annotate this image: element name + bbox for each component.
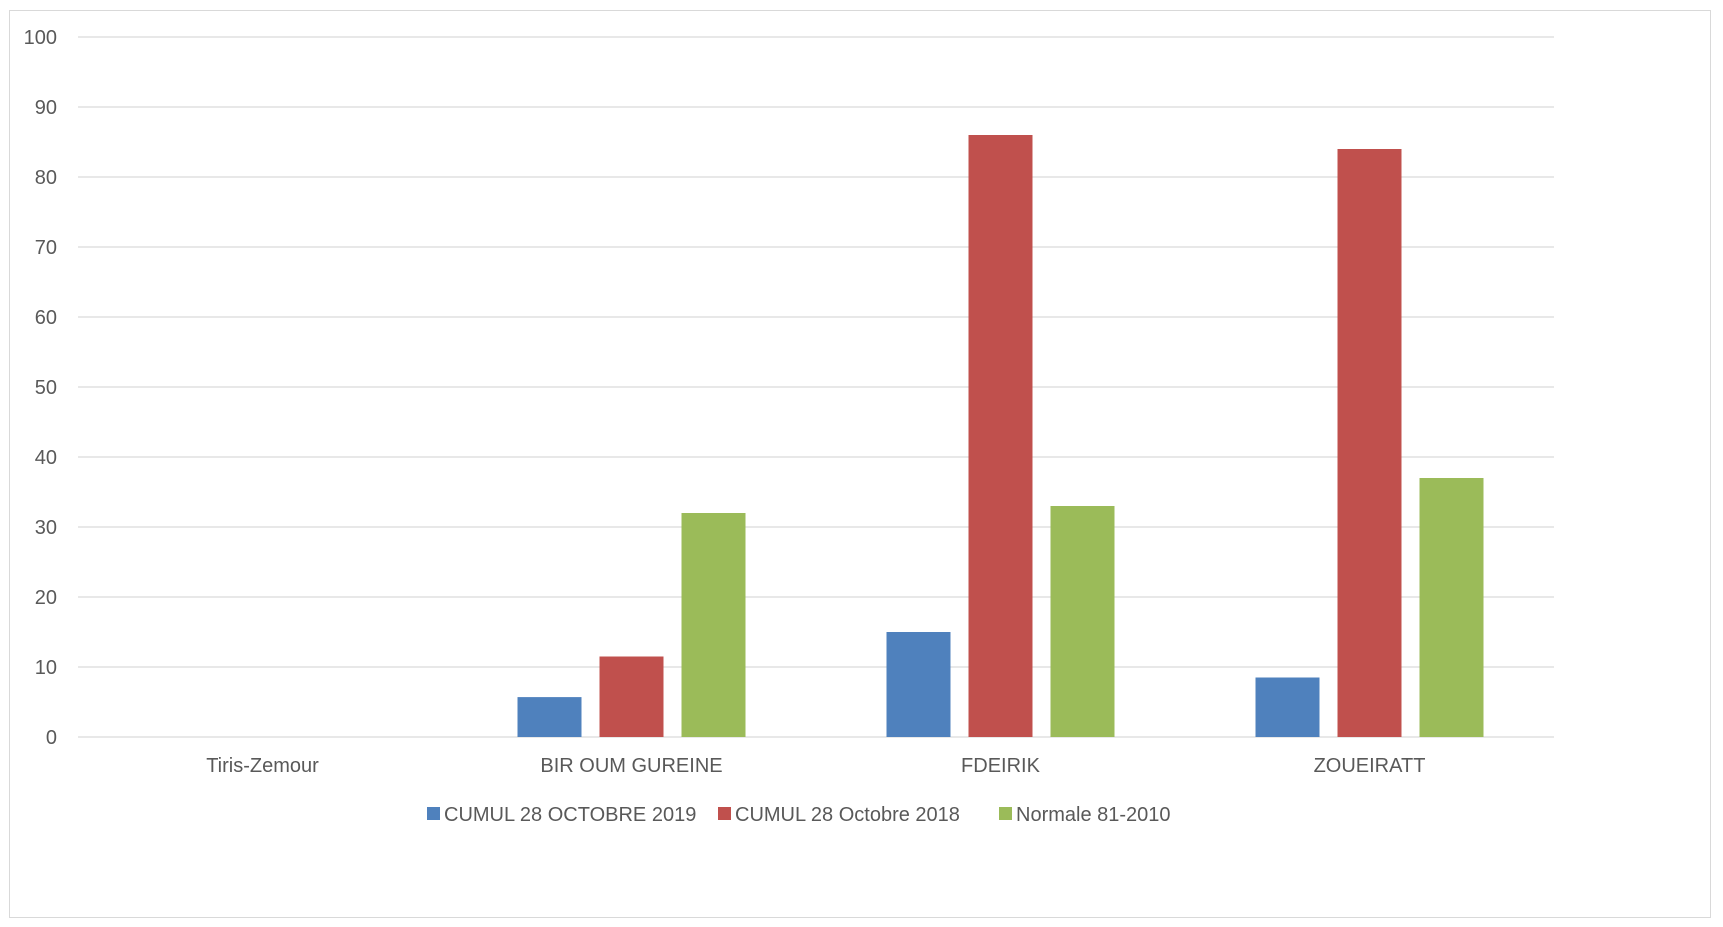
- legend-label: CUMUL 28 Octobre 2018: [735, 804, 960, 826]
- legend-label: Normale 81-2010: [1016, 804, 1171, 826]
- y-tick-label: 30: [35, 517, 57, 539]
- y-tick-label: 20: [35, 587, 57, 609]
- bar-2-3: [1419, 478, 1484, 737]
- x-category-label: BIR OUM GUREINE: [540, 755, 722, 777]
- x-axis-categories: Tiris-Zemour BIR OUM GUREINE FDEIRIK ZOUEIR…: [206, 755, 1425, 777]
- bar-1-1: [599, 656, 664, 737]
- y-tick-label: 70: [35, 237, 57, 259]
- y-tick-label: 100: [24, 27, 57, 49]
- y-tick-label: 10: [35, 657, 57, 679]
- legend-swatch: [718, 807, 731, 820]
- bar-0-3: [1255, 677, 1320, 737]
- y-tick-label: 90: [35, 97, 57, 119]
- x-category-label: ZOUEIRATT: [1314, 755, 1426, 777]
- legend-item: CUMUL 28 Octobre 2018: [718, 804, 960, 826]
- bar-1-2: [968, 135, 1033, 737]
- legend-label: CUMUL 28 OCTOBRE 2019: [444, 804, 696, 826]
- y-axis-ticks: 0 10 20 30 40 50 60 70 80 90 100: [24, 27, 57, 749]
- bar-2-1: [681, 513, 746, 737]
- legend: CUMUL 28 OCTOBRE 2019 CUMUL 28 Octobre 20…: [427, 804, 1171, 826]
- legend-swatch: [427, 807, 440, 820]
- y-tick-label: 60: [35, 307, 57, 329]
- y-tick-label: 40: [35, 447, 57, 469]
- chart-frame: [9, 10, 1711, 918]
- x-category-label: Tiris-Zemour: [206, 755, 319, 777]
- y-tick-label: 50: [35, 377, 57, 399]
- y-tick-label: 80: [35, 167, 57, 189]
- gridlines: [78, 36, 1554, 738]
- legend-item: Normale 81-2010: [999, 804, 1171, 826]
- x-category-label: FDEIRIK: [961, 755, 1041, 777]
- bar-1-3: [1337, 149, 1402, 737]
- legend-swatch: [999, 807, 1012, 820]
- bar-0-1: [517, 697, 582, 737]
- y-tick-label: 0: [46, 727, 57, 749]
- bars: [517, 135, 1484, 737]
- legend-item: CUMUL 28 OCTOBRE 2019: [427, 804, 696, 826]
- bar-0-2: [886, 632, 951, 737]
- bar-2-2: [1050, 506, 1115, 737]
